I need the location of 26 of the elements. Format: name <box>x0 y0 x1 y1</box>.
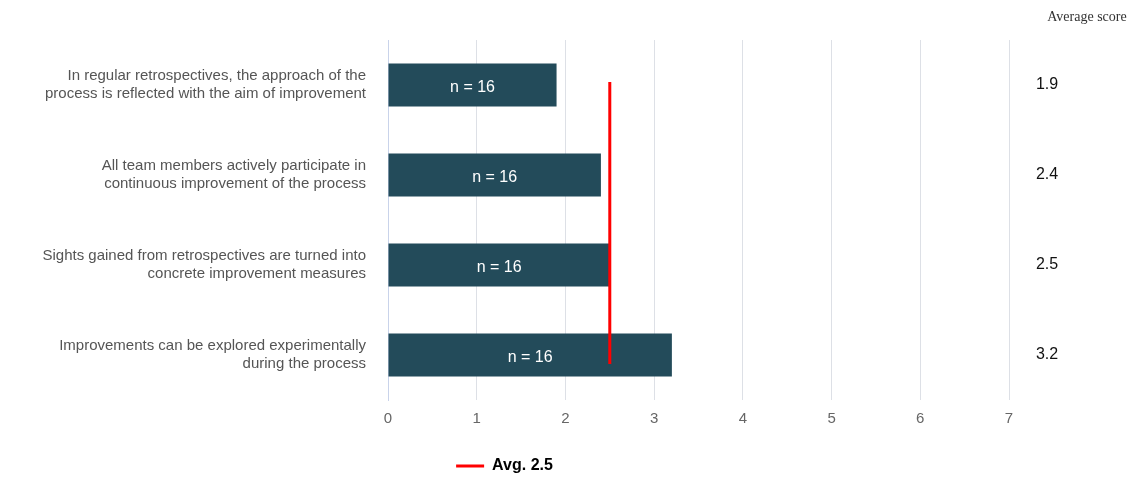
y-tick-label: In regular retrospectives, the approach of the process is reflected with the aim of improvement <box>45 66 367 102</box>
annotation: n = 16 <box>450 78 496 96</box>
data-label: 2.4 <box>1035 165 1059 183</box>
text: Average score <box>1047 8 1127 24</box>
bar <box>388 243 610 287</box>
annotation: n = 16 <box>507 348 553 366</box>
y-tick-label: Improvements can be explored experimentally during the process <box>59 336 367 372</box>
x-tick-label: 6 <box>916 409 925 427</box>
annotation: n = 16 <box>476 258 522 276</box>
data-label: 1.9 <box>1035 75 1059 93</box>
bar <box>388 63 557 107</box>
x-tick-label: 7 <box>1004 409 1014 427</box>
bar <box>388 333 672 377</box>
legend-label: Avg. 2.5 <box>492 456 553 474</box>
y-tick-label: All team members actively participate in continuous improvement of the process <box>101 156 366 192</box>
x-tick-label: 3 <box>649 409 659 427</box>
x-tick-label: 0 <box>383 409 393 427</box>
x-tick-label: 1 <box>472 409 481 427</box>
bar <box>388 153 601 197</box>
x-tick-label: 4 <box>738 409 748 427</box>
data-label: 3.2 <box>1035 345 1059 363</box>
x-tick-label: 2 <box>561 409 570 427</box>
y-tick-label: Sights gained from retrospectives are turned into concrete improvement measures <box>42 246 366 282</box>
annotation: n = 16 <box>472 168 518 186</box>
data-label: 2.5 <box>1035 255 1059 273</box>
x-tick-label: 5 <box>827 409 836 427</box>
